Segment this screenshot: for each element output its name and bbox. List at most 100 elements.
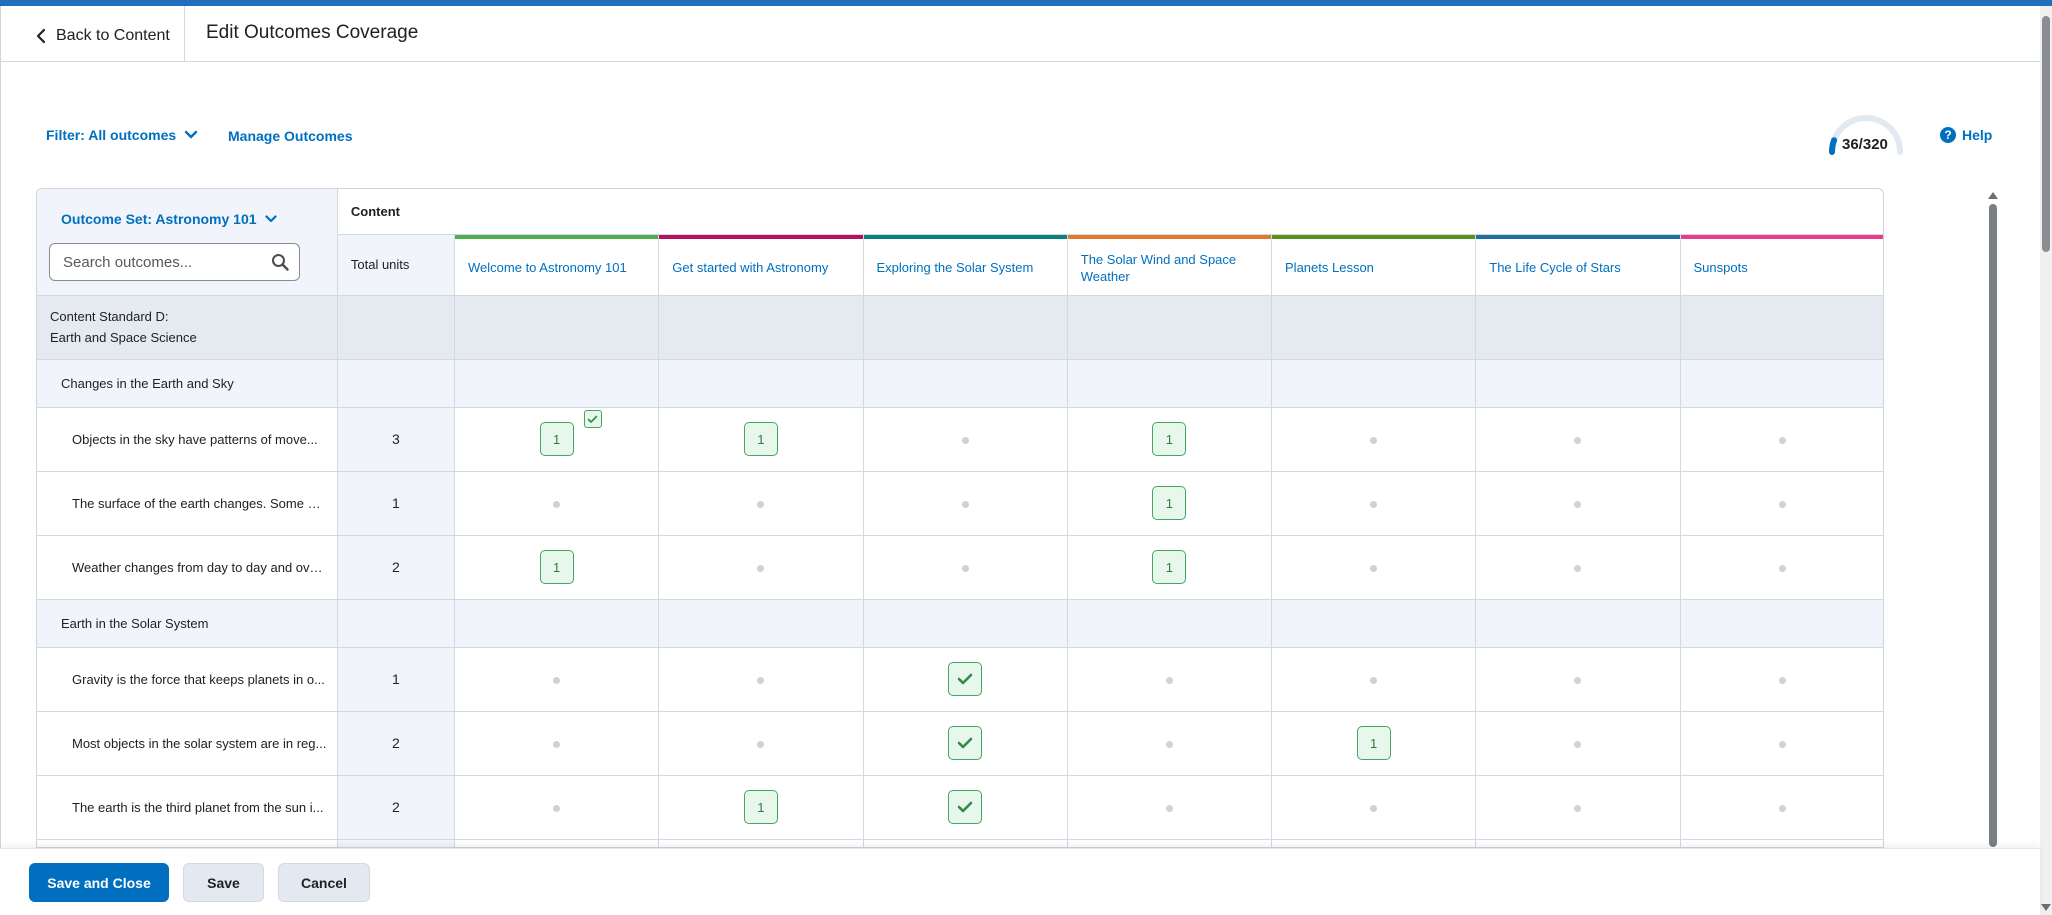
coverage-cell[interactable]	[658, 535, 864, 600]
filter-dropdown-button[interactable]: Filter: All outcomes	[46, 127, 198, 143]
empty-dot-icon[interactable]	[757, 740, 765, 748]
outcome-label[interactable]: Most objects in the solar system are in …	[37, 711, 338, 776]
coverage-count-badge[interactable]: 1	[1152, 422, 1187, 456]
coverage-cell[interactable]	[1271, 775, 1477, 840]
content-column-header[interactable]: Get started with Astronomy	[658, 234, 864, 296]
outcome-label[interactable]: Gravity is the force that keeps planets …	[37, 647, 338, 712]
empty-dot-icon[interactable]	[1778, 500, 1786, 508]
coverage-cell[interactable]	[1067, 775, 1273, 840]
coverage-cell[interactable]	[1475, 471, 1681, 536]
outcome-label[interactable]: The surface of the earth changes. Some c…	[37, 471, 338, 536]
outcome-label[interactable]: Objects in the sky have patterns of move…	[37, 407, 338, 472]
empty-dot-icon[interactable]	[1370, 500, 1378, 508]
coverage-cell[interactable]	[658, 471, 864, 536]
empty-dot-icon[interactable]	[1574, 740, 1582, 748]
content-column-header[interactable]: The Solar Wind and Space Weather	[1067, 234, 1273, 296]
coverage-count-badge[interactable]: 1	[1356, 726, 1391, 760]
empty-dot-icon[interactable]	[1165, 740, 1173, 748]
coverage-cell[interactable]	[454, 839, 660, 847]
empty-dot-icon[interactable]	[1778, 676, 1786, 684]
coverage-count-badge[interactable]: 1	[1152, 486, 1187, 520]
scroll-up-arrow[interactable]	[1988, 192, 1998, 199]
table-scrollbar[interactable]	[1988, 192, 1998, 847]
coverage-cell[interactable]: 1	[1067, 839, 1273, 847]
coverage-cell[interactable]	[1271, 471, 1477, 536]
empty-dot-icon[interactable]	[1165, 676, 1173, 684]
empty-dot-icon[interactable]	[1370, 804, 1378, 812]
coverage-cell[interactable]: 1	[1067, 407, 1273, 472]
coverage-cell[interactable]: 1	[658, 407, 864, 472]
empty-dot-icon[interactable]	[553, 804, 561, 812]
empty-dot-icon[interactable]	[1574, 436, 1582, 444]
coverage-count-badge[interactable]: 1	[1152, 550, 1187, 584]
outcome-label[interactable]	[37, 839, 338, 847]
empty-dot-icon[interactable]	[1574, 500, 1582, 508]
coverage-cell[interactable]	[1475, 647, 1681, 712]
coverage-cell[interactable]	[1680, 471, 1883, 536]
coverage-cell[interactable]	[863, 839, 1068, 847]
coverage-cell[interactable]	[1680, 711, 1883, 776]
coverage-cell[interactable]	[1475, 711, 1681, 776]
coverage-cell[interactable]	[658, 839, 864, 847]
coverage-cell[interactable]	[863, 535, 1068, 600]
empty-dot-icon[interactable]	[961, 436, 969, 444]
coverage-cell[interactable]	[863, 471, 1068, 536]
content-column-header[interactable]: Exploring the Solar System	[863, 234, 1068, 296]
empty-dot-icon[interactable]	[1165, 804, 1173, 812]
page-scroll-down-arrow[interactable]	[2041, 904, 2051, 911]
coverage-cell[interactable]	[1067, 711, 1273, 776]
coverage-cell[interactable]	[1271, 535, 1477, 600]
empty-dot-icon[interactable]	[1574, 676, 1582, 684]
empty-dot-icon[interactable]	[1778, 804, 1786, 812]
coverage-cell[interactable]	[454, 471, 660, 536]
content-column-header[interactable]: Planets Lesson	[1271, 234, 1477, 296]
empty-dot-icon[interactable]	[553, 676, 561, 684]
empty-dot-icon[interactable]	[1574, 804, 1582, 812]
coverage-cell[interactable]	[863, 775, 1068, 840]
empty-dot-icon[interactable]	[1778, 564, 1786, 572]
search-outcomes-input[interactable]	[63, 253, 263, 271]
empty-dot-icon[interactable]	[757, 500, 765, 508]
covered-check-badge[interactable]	[948, 662, 983, 696]
coverage-cell[interactable]: 1	[454, 535, 660, 600]
coverage-count-badge[interactable]: 1	[743, 422, 778, 456]
coverage-cell[interactable]: 1	[1067, 535, 1273, 600]
coverage-cell[interactable]	[1680, 775, 1883, 840]
save-and-close-button[interactable]: Save and Close	[29, 863, 169, 902]
coverage-cell[interactable]	[1475, 407, 1681, 472]
coverage-cell[interactable]	[1680, 407, 1883, 472]
empty-dot-icon[interactable]	[757, 676, 765, 684]
empty-dot-icon[interactable]	[1370, 436, 1378, 444]
empty-dot-icon[interactable]	[1778, 436, 1786, 444]
coverage-cell[interactable]	[454, 647, 660, 712]
coverage-cell[interactable]	[1680, 647, 1883, 712]
coverage-cell[interactable]	[863, 647, 1068, 712]
empty-dot-icon[interactable]	[1574, 564, 1582, 572]
search-icon[interactable]	[271, 253, 289, 271]
covered-check-badge[interactable]	[948, 726, 983, 760]
scroll-thumb[interactable]	[1989, 204, 1997, 847]
empty-dot-icon[interactable]	[1778, 740, 1786, 748]
coverage-cell[interactable]	[863, 711, 1068, 776]
coverage-cell[interactable]	[863, 407, 1068, 472]
covered-check-badge[interactable]	[948, 790, 983, 824]
coverage-cell[interactable]	[1271, 407, 1477, 472]
coverage-cell[interactable]	[1067, 647, 1273, 712]
coverage-cell[interactable]	[1475, 775, 1681, 840]
help-link[interactable]: ? Help	[1940, 127, 1992, 143]
back-to-content-link[interactable]: Back to Content	[36, 21, 170, 51]
coverage-cell[interactable]	[1475, 535, 1681, 600]
page-scroll-thumb[interactable]	[2042, 16, 2050, 252]
content-column-header[interactable]: Welcome to Astronomy 101	[454, 234, 660, 296]
coverage-cell[interactable]	[1271, 839, 1477, 847]
empty-dot-icon[interactable]	[961, 500, 969, 508]
coverage-count-badge[interactable]: 1	[539, 550, 574, 584]
manage-outcomes-link[interactable]: Manage Outcomes	[228, 128, 353, 144]
coverage-cell[interactable]	[1680, 535, 1883, 600]
outcome-set-dropdown[interactable]: Outcome Set: Astronomy 101	[61, 211, 325, 227]
coverage-cell[interactable]	[1271, 647, 1477, 712]
empty-dot-icon[interactable]	[757, 564, 765, 572]
empty-dot-icon[interactable]	[1370, 564, 1378, 572]
outcome-label[interactable]: The earth is the third planet from the s…	[37, 775, 338, 840]
cancel-button[interactable]: Cancel	[278, 863, 370, 902]
